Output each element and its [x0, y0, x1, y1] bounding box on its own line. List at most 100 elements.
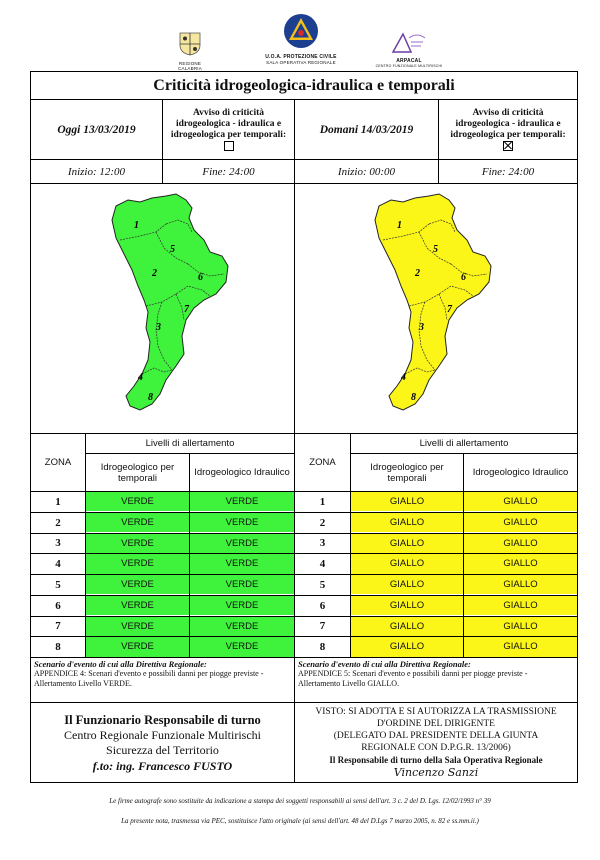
footer-line-1: Le firme autografe sono sostituite da in… [109, 797, 491, 805]
tomorrow-date: Domani 14/03/2019 [319, 123, 414, 136]
map-zone-label: 1 [397, 220, 402, 231]
zone-border [141, 367, 173, 375]
tomorrow-level-cell: GIALLO [351, 554, 463, 574]
tomorrow-scenario-line-1: APPENDICE 5: Scenari d'evento e possibil… [298, 669, 528, 678]
tomorrow-level-cell: GIALLO [351, 533, 463, 553]
today-avviso-checkbox [223, 141, 234, 151]
tomorrow-level-cell: GIALLO [464, 554, 577, 574]
tomorrow-level-cell: GIALLO [351, 512, 463, 532]
sig-right-line-4: REGIONALE CON D.P.G.R. 13/2006) [361, 743, 511, 753]
today-level-cell: VERDE [190, 637, 294, 657]
tomorrow-level-cell: GIALLO [464, 616, 577, 636]
today-level-cell: VERDE [86, 492, 189, 512]
zone-border [155, 231, 189, 265]
center-logo-caption-2: SALA OPERATIVA REGIONALE [266, 60, 336, 65]
tomorrow-avviso-line-2: idrogeologica - idraulica e [455, 119, 561, 129]
tomorrow-zone-number: 5 [319, 578, 326, 591]
tomorrow-scenario-heading: Scenario d'evento di cui alla Direttiva … [298, 659, 471, 669]
bulletin-frame: Criticità idrogeologica-idraulica e temp… [30, 71, 578, 783]
tomorrow-level-cell: GIALLO [351, 492, 463, 512]
map-zone-label: 8 [411, 392, 416, 403]
zone-border [418, 231, 452, 265]
left-logo-caption: REGIONE CALABRIA [178, 61, 202, 71]
tomorrow-level-cell: GIALLO [464, 637, 577, 657]
tomorrow-level-cell: GIALLO [351, 637, 463, 657]
today-zone-number: 6 [55, 599, 61, 612]
map-zone-label: 8 [148, 392, 153, 403]
tomorrow-level-cell: GIALLO [464, 595, 577, 615]
tomorrow-level-cell: GIALLO [351, 616, 463, 636]
today-level-cell: VERDE [86, 575, 189, 595]
today-level-cell: VERDE [190, 616, 294, 636]
today-end-time: Fine: 24:00 [202, 165, 255, 178]
map-zone-label: 5 [433, 244, 438, 255]
today-start-time: Inizio: 12:00 [67, 165, 126, 178]
zone-border [408, 285, 474, 307]
arpacal-logo: ARPACAL CENTRO FUNZIONALE MULTIRISCHI [374, 30, 444, 69]
tomorrow-zone-number: 2 [319, 516, 326, 529]
protezione-civile-icon [284, 14, 318, 48]
map-zone-label: 4 [400, 372, 406, 383]
tomorrow-zone-number: 6 [319, 599, 326, 612]
tomorrow-scenario: Scenario d'evento di cui alla Direttiva … [298, 659, 576, 689]
today-level-cell: VERDE [190, 533, 294, 553]
today-levels-header: Livelli di allertamento [145, 438, 235, 449]
tomorrow-level-cell: GIALLO [464, 492, 577, 512]
today-col-1-header: Idrogeologico per temporali [100, 461, 175, 484]
sig-left-line-2: Centro Regionale Funzionale Multirischi [64, 728, 261, 742]
zone-border [155, 301, 173, 371]
today-zone-number: 1 [55, 495, 61, 508]
map-zone-label: 2 [151, 268, 157, 279]
tomorrow-avviso-line-3: idrogeologica per temporali: [450, 130, 566, 140]
tomorrow-level-cell: GIALLO [351, 595, 463, 615]
zone-border [165, 219, 193, 233]
today-avviso-line-2: idrogeologica - idraulica e [175, 119, 282, 129]
tomorrow-level-cell: GIALLO [464, 533, 577, 553]
today-level-cell: VERDE [86, 512, 189, 532]
map-zone-label: 6 [461, 272, 466, 283]
tomorrow-end-time: Fine: 24:00 [481, 165, 535, 178]
zone-border [187, 263, 225, 277]
right-logo-caption-1: ARPACAL [396, 58, 422, 64]
map-zone-label: 6 [198, 272, 203, 283]
today-level-cell: VERDE [190, 492, 294, 512]
today-map: 1 5 2 6 7 3 48 [111, 193, 229, 411]
page-title: Criticità idrogeologica-idraulica e temp… [153, 77, 455, 94]
sig-right-line-3: (DELEGATO DAL PRESIDENTE DELLA GIUNTA [333, 731, 539, 741]
map-zone-label: 3 [155, 322, 161, 333]
protezione-civile-logo: U.O.A. PROTEZIONE CIVILE SALA OPERATIVA … [256, 12, 346, 65]
right-logo-caption-2: CENTRO FUNZIONALE MULTIRISCHI [375, 64, 443, 68]
map-zone-label: 1 [134, 220, 139, 231]
zone-border [382, 223, 430, 241]
zone-border [175, 293, 185, 321]
today-level-cell: VERDE [190, 512, 294, 532]
tomorrow-zone-number: 3 [319, 537, 326, 550]
tomorrow-map: 1 5 2 6 7 3 48 [374, 193, 492, 411]
today-zone-number: 7 [55, 620, 61, 633]
tomorrow-level-cell: GIALLO [351, 575, 463, 595]
regione-calabria-logo: REGIONE CALABRIA [170, 32, 210, 71]
zone-border [450, 263, 488, 277]
tomorrow-zone-number: 4 [319, 558, 326, 571]
today-scenario-line-1: APPENDICE 4: Scenari d'evento e possibil… [34, 669, 264, 678]
tomorrow-col-1-header: Idrogeologico per temporali [370, 461, 444, 484]
zone-border [145, 285, 211, 307]
today-level-cell: VERDE [86, 533, 189, 553]
today-avviso: Avviso di criticità idrogeologica - idra… [163, 100, 294, 159]
tomorrow-col-2-header: Idrogeologico Idraulico [472, 467, 569, 478]
tomorrow-start-time: Inizio: 00:00 [337, 165, 396, 178]
today-level-cell: VERDE [190, 595, 294, 615]
sig-left-line-1: Il Funzionario Responsabile di turno [64, 713, 261, 727]
map-zone-label: 7 [447, 304, 453, 315]
coat-of-arms-icon [179, 32, 201, 56]
today-scenario: Scenario d'evento di cui alla Direttiva … [34, 659, 292, 689]
map-zone-label: 4 [137, 372, 143, 383]
today-level-cell: VERDE [86, 595, 189, 615]
map-zone-label: 5 [170, 244, 175, 255]
map-zone-label: 2 [414, 268, 420, 279]
map-zone-label: 3 [418, 322, 424, 333]
header-logos: REGIONE CALABRIA U.O.A. PROTEZIONE CIVIL… [0, 0, 600, 71]
tomorrow-zona-header: ZONA [309, 457, 336, 468]
tomorrow-zone-number: 8 [319, 641, 326, 654]
today-avviso-line-3: idrogeologica per temporali: [170, 130, 287, 140]
